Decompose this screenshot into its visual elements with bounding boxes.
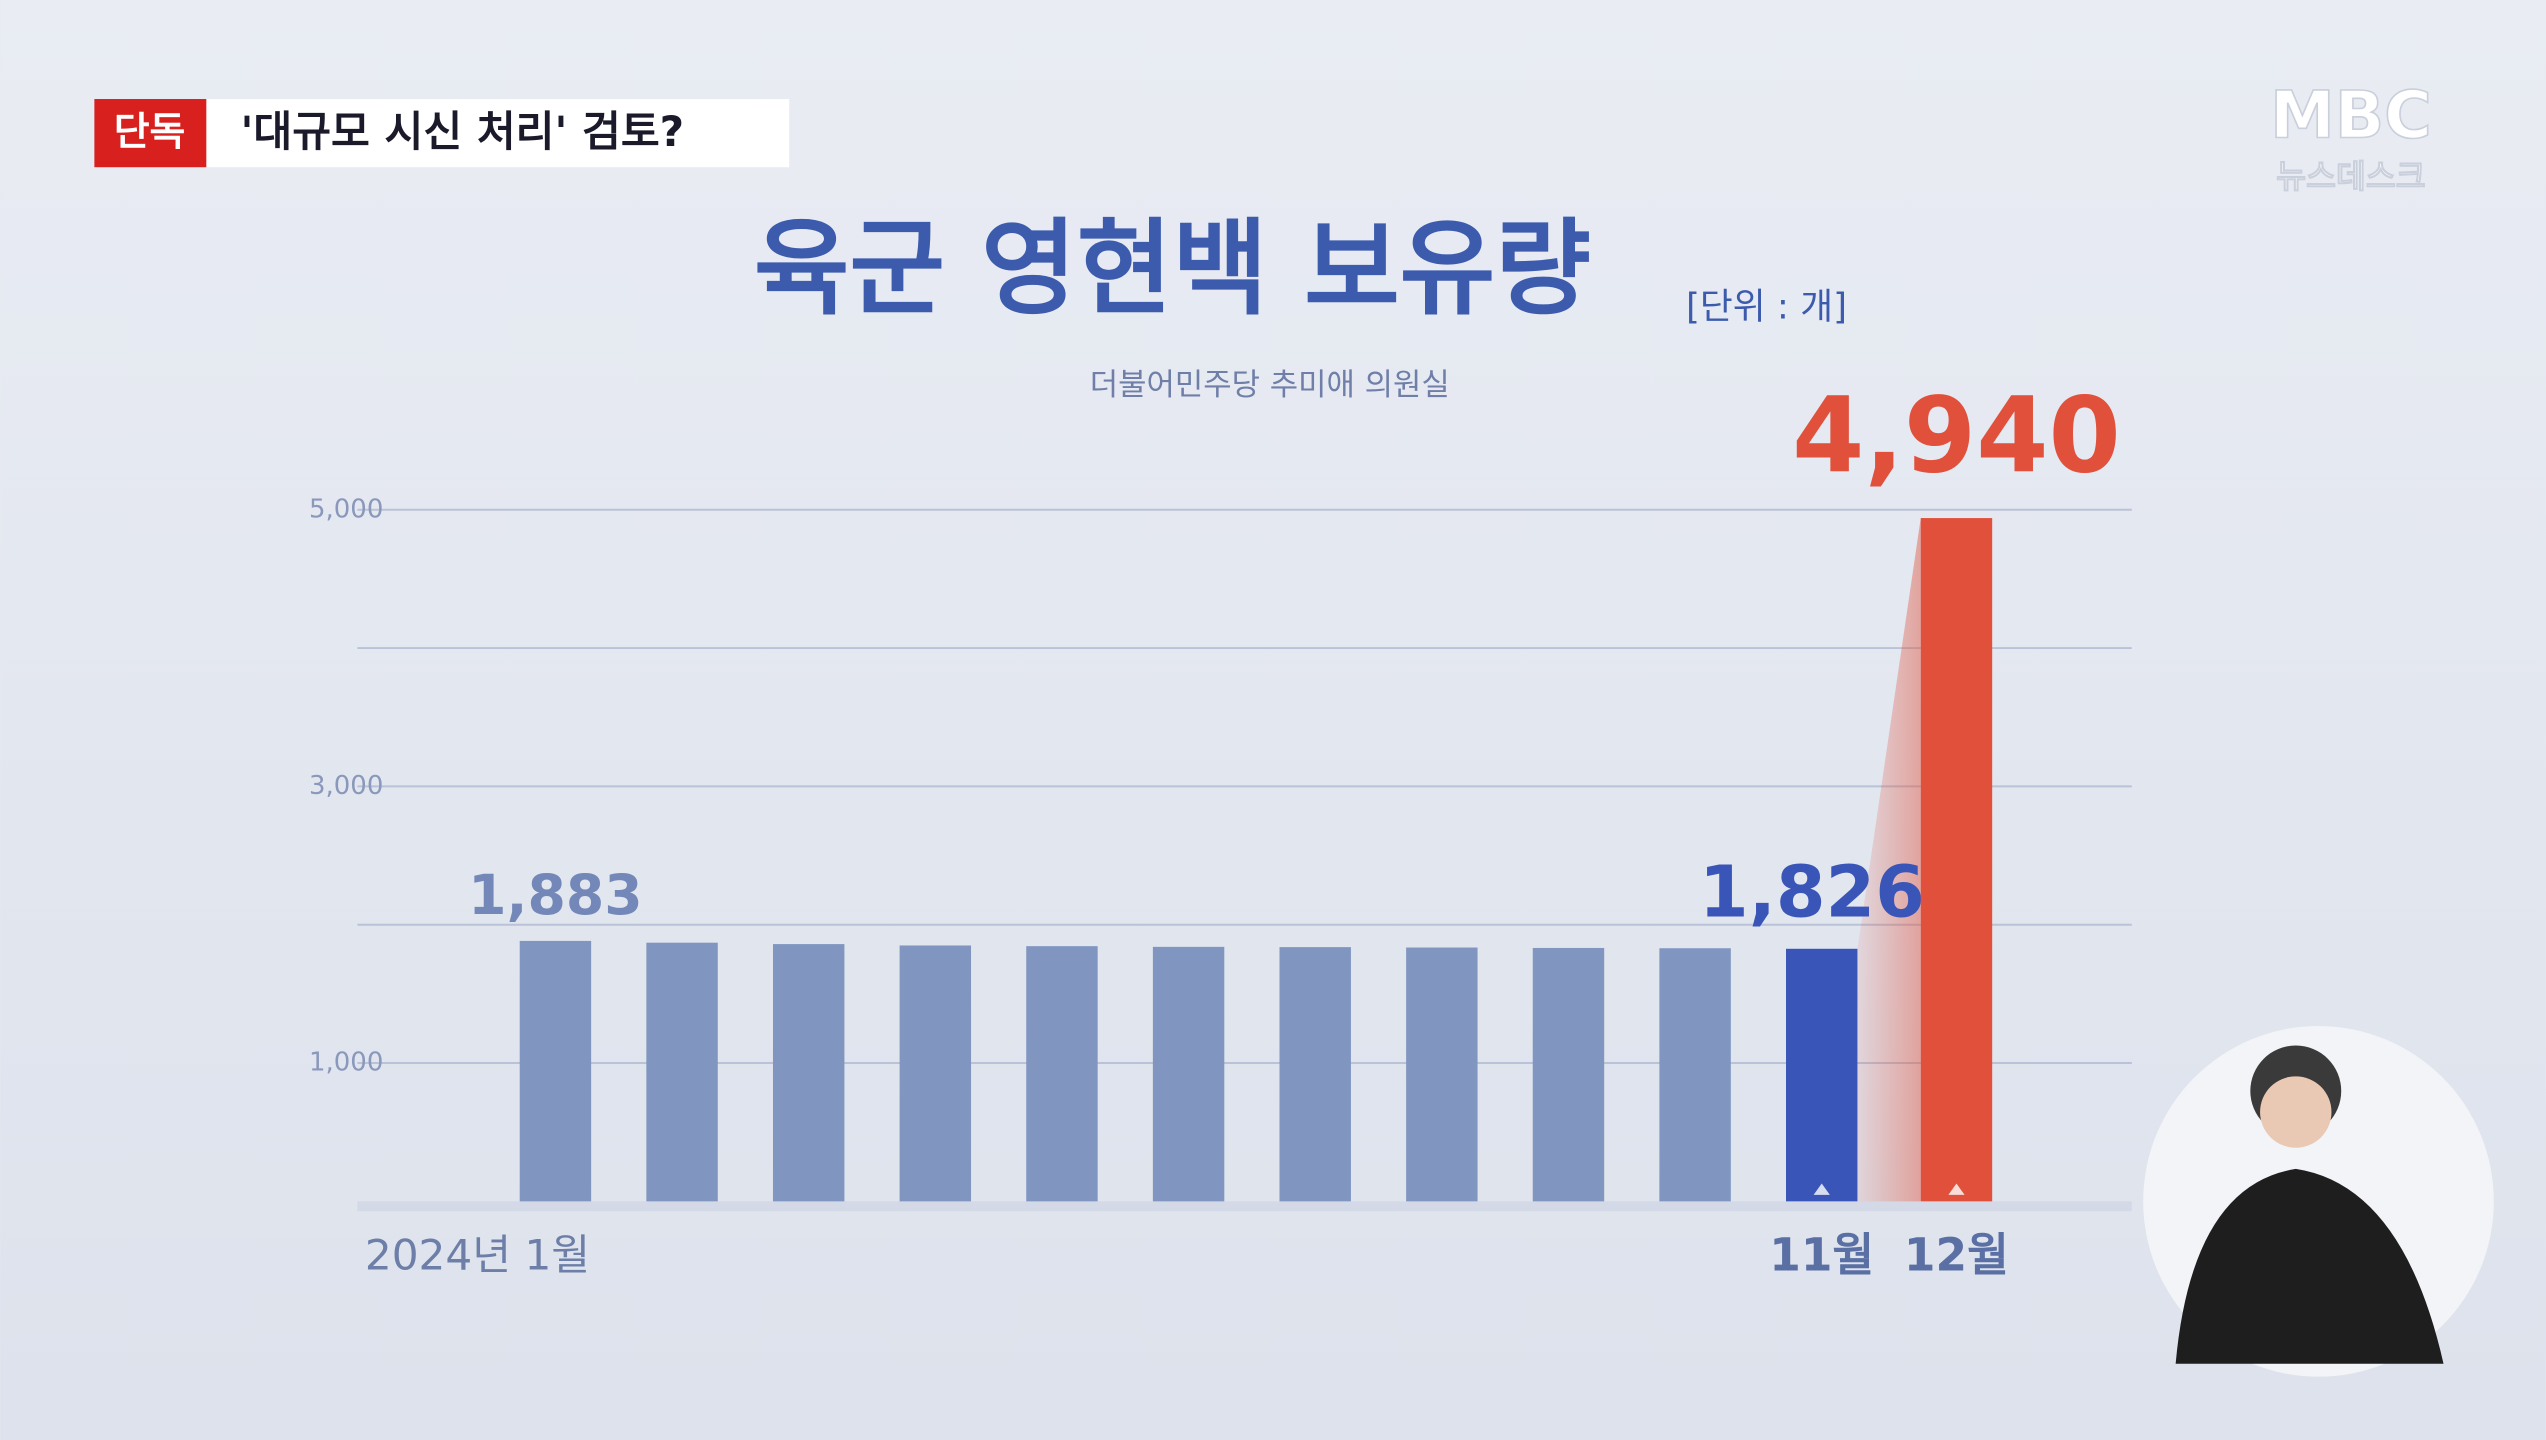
value-label: 1,826 [1699, 850, 1925, 933]
bar [899, 945, 972, 1202]
y-tick-label: 1,000 [309, 1048, 383, 1078]
bar-marker [1813, 1183, 1830, 1195]
bar [1532, 947, 1605, 1202]
value-label: 4,940 [1792, 376, 2121, 497]
bar [1152, 946, 1225, 1202]
highlight-fan [1857, 518, 1921, 1202]
bar [1786, 948, 1858, 1202]
chart-title: 육군 영현백 보유량 [754, 208, 1591, 329]
floor [357, 1201, 2132, 1212]
headline: '대규모 시신 처리' 검토? [240, 107, 684, 156]
bar [1026, 946, 1098, 1202]
bar [1279, 947, 1351, 1202]
interpreter-face [2260, 1076, 2332, 1148]
bar [519, 940, 592, 1202]
badge-box [94, 99, 207, 168]
program: 뉴스데스크 [2276, 158, 2425, 196]
plot: 1,000 3,000 5,000 2024년 1월 1,883 11월 1,826 12월 4… [309, 376, 2132, 1282]
y-tick-label: 3,000 [309, 771, 383, 801]
x-tick-label: 11월 [1769, 1229, 1874, 1282]
bar [1920, 518, 1993, 1202]
bar [1406, 947, 1478, 1202]
chart-subtitle: 더불어민주당 추미애 의원실 [1090, 367, 1450, 403]
logo: MBC [2270, 79, 2432, 154]
x-tick-label: 2024년 1월 [365, 1231, 590, 1280]
value-label: 1,883 [468, 864, 643, 928]
headline-box [206, 99, 790, 168]
badge: 단독 [114, 110, 186, 155]
bar [646, 942, 718, 1202]
unit: [단위 : 개] [1686, 286, 1847, 327]
x-tick-label: 12월 [1904, 1229, 2009, 1282]
bar [772, 944, 845, 1202]
interpreter-body [2175, 1168, 2444, 1364]
bar-marker [1948, 1183, 1965, 1195]
bar [1659, 948, 1731, 1202]
y-tick-label: 5,000 [309, 494, 383, 524]
